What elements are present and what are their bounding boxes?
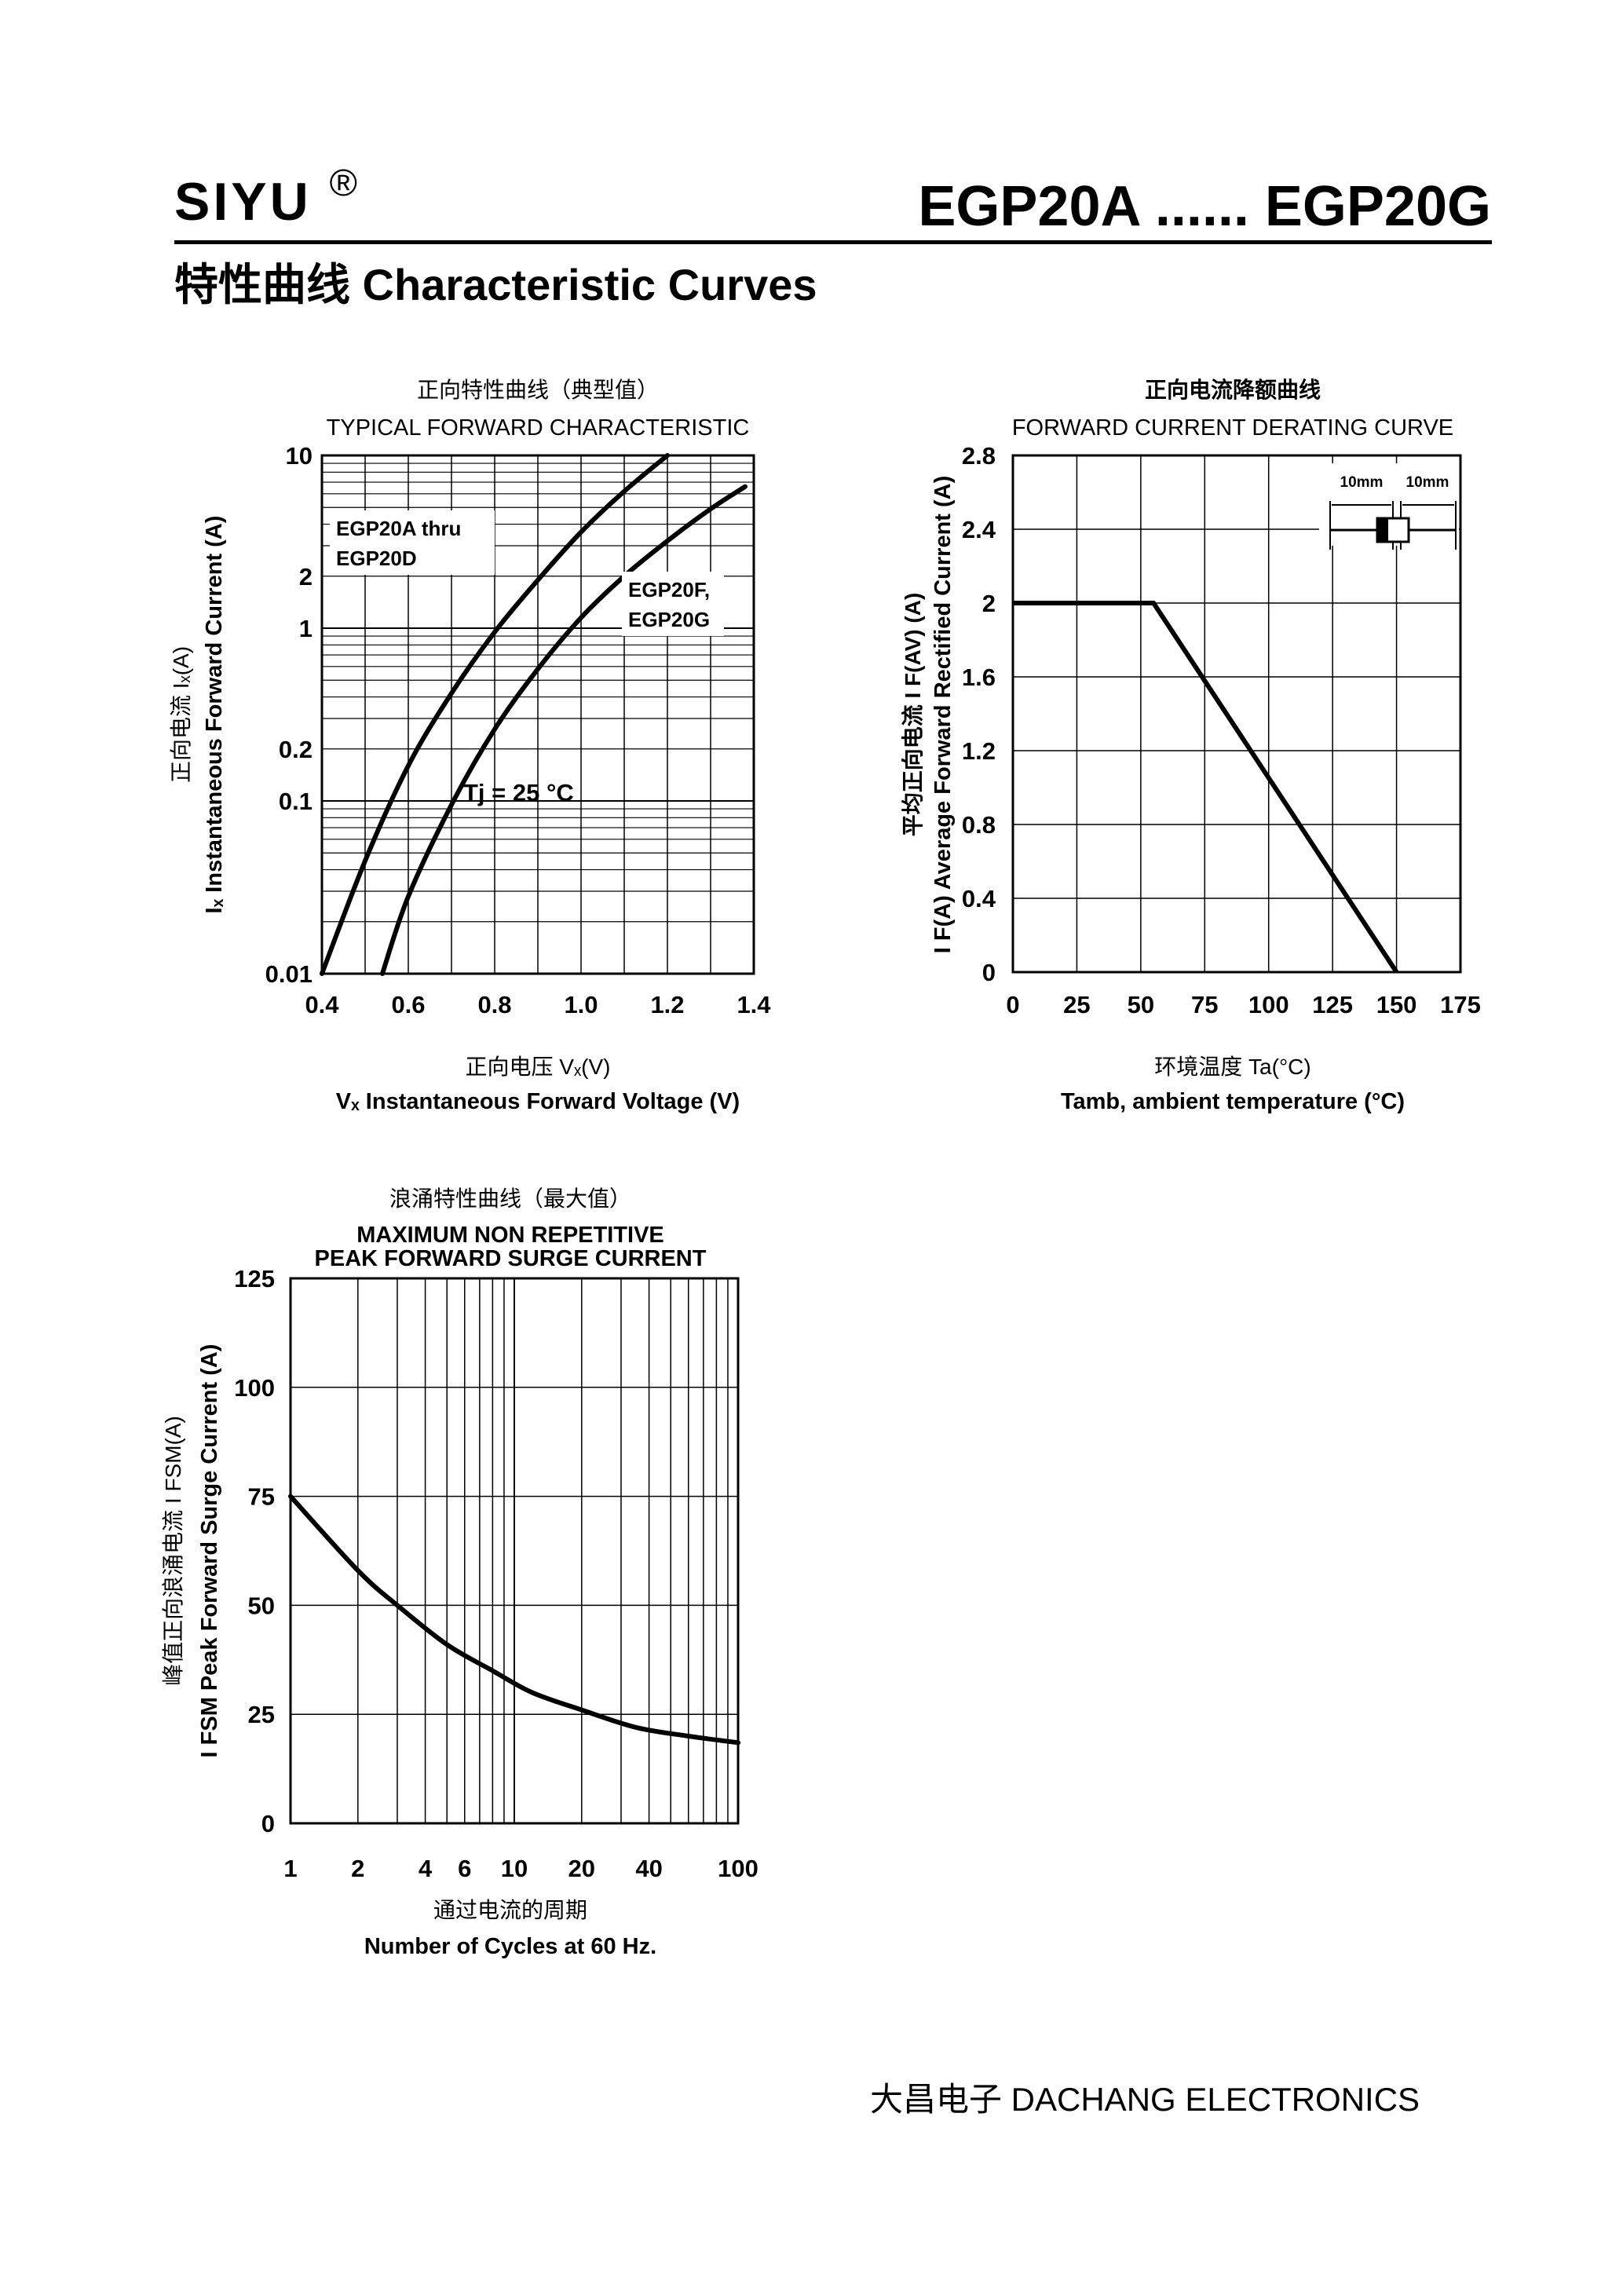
footer-company: 大昌电子 DACHANG ELECTRONICS: [870, 2081, 1420, 2118]
y-tick-label: 2: [982, 590, 996, 617]
y-tick-label: 0.8: [962, 811, 996, 839]
chart-title-cn: 正向特性曲线（典型值）: [417, 378, 659, 402]
series-line-1: [1013, 601, 1399, 974]
chart-title: FORWARD CURRENT DERATING CURVE: [1012, 415, 1453, 441]
x-tick-label: 75: [1191, 991, 1218, 1018]
y-tick-label: 2.4: [962, 516, 996, 543]
x-tick-label: 20: [568, 1855, 595, 1882]
y-tick-label: 0.4: [962, 885, 996, 912]
temperature-annotation: Tj = 25 °C: [463, 779, 574, 806]
x-tick-label: 40: [635, 1855, 662, 1882]
y-tick-label: 10: [286, 442, 313, 470]
derating-curve-chart: 正向电流降额曲线 FORWARD CURRENT DERATING CURVE …: [901, 378, 1481, 1114]
x-axis-label: Number of Cycles at 60 Hz.: [364, 1934, 656, 1959]
y-tick-label: 100: [234, 1374, 275, 1402]
x-tick-label: 1: [283, 1855, 297, 1882]
y-axis-label-cn: 正向电流 Iₓ(A): [169, 646, 193, 783]
x-tick-label: 1.0: [564, 991, 598, 1018]
y-tick-label: 125: [234, 1265, 275, 1292]
forward-characteristic-chart: 正向特性曲线（典型值） TYPICAL FORWARD CHARACTERIST…: [169, 378, 772, 1114]
x-tick-label: 2: [351, 1855, 364, 1882]
y-tick-label: 25: [248, 1701, 275, 1728]
y-tick-label: 0.2: [279, 736, 313, 763]
series-group: [320, 453, 748, 976]
surge-current-chart: 浪涌特性曲线（最大值） MAXIMUM NON REPETITIVE PEAK …: [161, 1186, 758, 1959]
chart-title-line-2: PEAK FORWARD SURGE CURRENT: [315, 1246, 707, 1271]
registered-mark: ®: [329, 163, 357, 204]
x-tick-label: 4: [419, 1855, 433, 1882]
chart-title-cn: 正向电流降额曲线: [1145, 378, 1321, 402]
y-tick-label: 75: [248, 1483, 275, 1511]
x-tick-label: 50: [1128, 991, 1154, 1018]
series-label: EGP20G: [628, 608, 710, 631]
plot-frame: [320, 454, 755, 975]
x-tick-label: 125: [1312, 991, 1353, 1018]
y-tick-label: 0.01: [265, 960, 313, 988]
y-tick-label: 50: [248, 1592, 275, 1619]
series-label: EGP20D: [336, 547, 417, 570]
y-tick-label: 1.2: [962, 737, 996, 765]
y-tick-label: 1.6: [962, 664, 996, 691]
y-tick-label: 2.8: [962, 442, 996, 470]
x-axis-label: Vₓ Instantaneous Forward Voltage (V): [336, 1089, 740, 1114]
series-labels: EGP20A thru EGP20D EGP20F, EGP20G: [330, 510, 724, 636]
series-line-2: [380, 484, 748, 976]
x-tick-label: 6: [458, 1855, 471, 1882]
chart-title-line-1: MAXIMUM NON REPETITIVE: [356, 1223, 664, 1248]
x-tick-label: 0.4: [305, 991, 339, 1018]
series-line-1: [288, 1493, 740, 1746]
part-number-range: EGP20A ...... EGP20G: [918, 175, 1491, 238]
x-axis-label-cn: 通过电流的周期: [433, 1898, 587, 1922]
inset-dimension-label-right: 10mm: [1406, 474, 1449, 491]
chart-title-cn: 浪涌特性曲线（最大值）: [389, 1186, 631, 1211]
tick-labels: 0 25 50 75 100 125 150 175 0 0.4 0.8 1.2 1.6 2 2.4 2.8: [962, 442, 1481, 1018]
series-label-background: [622, 572, 724, 636]
x-tick-label: 25: [1063, 991, 1090, 1018]
mounting-inset-diagram: 10mm 10mm: [1319, 463, 1459, 550]
y-tick-label: 0: [982, 959, 996, 986]
brand-name: SIYU: [174, 172, 312, 232]
tick-labels: 1 2 4 6 10 20 40 100 0 25 50 75 100 125: [234, 1265, 758, 1882]
x-tick-label: 10: [501, 1855, 528, 1882]
x-axis-label-cn: 环境温度 Ta(°C): [1154, 1055, 1310, 1079]
inset-cathode-band: [1377, 518, 1388, 542]
y-axis-label-cn: 平均正向电流 I F(AV) (A): [901, 593, 925, 837]
grid: [290, 1278, 738, 1824]
x-tick-label: 100: [1248, 991, 1289, 1018]
y-axis-label: I F(A) Average Forward Rectified Current…: [930, 476, 956, 954]
x-tick-label: 0.6: [391, 991, 425, 1018]
series-group: [1013, 601, 1399, 974]
x-tick-label: 0: [1006, 991, 1019, 1018]
section-title: 特性曲线 Characteristic Curves: [174, 260, 817, 309]
x-tick-label: 0.8: [477, 991, 511, 1018]
y-tick-label: 0.1: [279, 788, 313, 815]
series-label: EGP20F,: [628, 578, 710, 601]
plot-frame: [1011, 454, 1462, 974]
inset-dimension-label-left: 10mm: [1340, 474, 1384, 491]
x-tick-label: 1.4: [737, 991, 771, 1018]
y-axis-label-cn: 峰值正向浪涌电流 I FSM(A): [161, 1416, 185, 1686]
y-tick-label: 2: [299, 563, 313, 590]
y-axis-label: Iₓ Instantaneous Forward Current (A): [202, 516, 227, 914]
series-label: EGP20A thru: [336, 517, 461, 540]
chart-title: TYPICAL FORWARD CHARACTERISTIC: [327, 415, 750, 441]
x-axis-label-cn: 正向电压 Vₓ(V): [466, 1055, 611, 1079]
x-tick-label: 1.2: [650, 991, 684, 1018]
brand-logo: SIYU ®: [174, 163, 357, 232]
series-group: [288, 1493, 740, 1746]
y-axis-label: I FSM Peak Forward Surge Current (A): [197, 1344, 222, 1758]
plot-frame: [289, 1277, 740, 1825]
x-tick-label: 150: [1376, 991, 1417, 1018]
header-rule: [174, 240, 1492, 244]
series-label-background: [330, 510, 495, 575]
tick-labels: 0.4 0.6 0.8 1.0 1.2 1.4 0.01 0.1 0.2 1 2 10: [265, 442, 772, 1018]
x-tick-label: 175: [1440, 991, 1481, 1018]
series-line-1: [320, 453, 670, 976]
y-tick-label: 0: [261, 1810, 275, 1837]
y-tick-label: 1: [299, 615, 313, 642]
x-axis-label: Tamb, ambient temperature (°C): [1061, 1089, 1405, 1114]
x-tick-label: 100: [718, 1855, 758, 1882]
